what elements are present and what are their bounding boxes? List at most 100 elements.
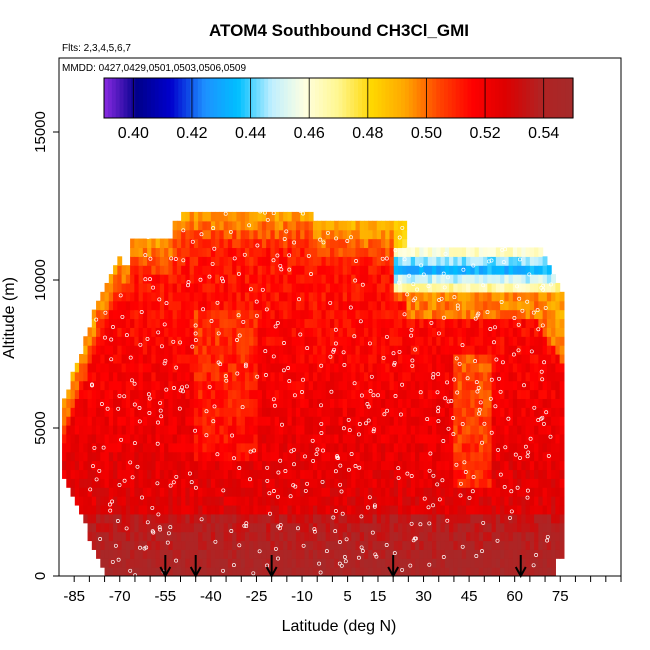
heat-cell (457, 300, 463, 311)
heat-cell (244, 336, 250, 346)
heat-cell (427, 531, 433, 542)
heat-cell (512, 504, 518, 515)
heat-cell (168, 451, 174, 462)
heat-cell (364, 309, 369, 320)
heat-cell (198, 451, 203, 462)
heat-cell (189, 282, 195, 293)
heat-cell (232, 220, 238, 231)
heat-cell (147, 309, 152, 320)
heat-cell (62, 451, 67, 462)
heat-cell (474, 540, 480, 550)
heat-cell (372, 522, 378, 533)
heat-cell (134, 433, 140, 444)
heat-cell (483, 327, 488, 337)
heat-cell (402, 513, 408, 524)
heat-cell (278, 513, 284, 524)
heat-cell (415, 451, 420, 462)
heat-cell (117, 460, 123, 471)
heat-cell (368, 229, 374, 240)
heat-cell (240, 371, 246, 382)
heat-cell (444, 478, 450, 488)
heat-cell (385, 282, 391, 293)
heat-cell (147, 238, 152, 249)
heat-cell (300, 478, 306, 488)
heat-cell (266, 398, 272, 408)
heat-cell (415, 567, 420, 576)
sample-point (373, 552, 378, 557)
heat-cell (83, 496, 89, 506)
heat-cell (351, 451, 357, 462)
heat-cell (181, 425, 186, 435)
heat-cell (385, 522, 391, 533)
heat-cell (517, 371, 522, 382)
heat-cell (155, 460, 161, 471)
heat-cell (466, 504, 471, 515)
heat-cell (432, 496, 437, 506)
heat-cell (376, 549, 382, 559)
heat-cell (108, 282, 114, 293)
heat-cell (79, 380, 84, 391)
heat-cell (176, 478, 182, 488)
heat-cell (529, 540, 535, 550)
heat-cell (223, 220, 229, 231)
heat-cell (338, 487, 344, 497)
heat-cell (304, 522, 310, 533)
heat-cell (334, 282, 340, 293)
heat-cell (308, 425, 314, 435)
heat-cell (147, 327, 152, 337)
heat-cell (529, 496, 535, 506)
heat-cell (542, 549, 548, 559)
heat-cell (278, 478, 284, 488)
heat-cell (198, 558, 203, 568)
heat-cell (351, 362, 357, 373)
heat-cell (147, 540, 152, 550)
sample-point (352, 334, 357, 339)
heat-cell (321, 318, 327, 328)
heat-cell (453, 247, 459, 257)
heat-cell (244, 407, 250, 417)
sample-point (359, 514, 364, 519)
heat-cell (236, 460, 242, 471)
heat-cell (151, 318, 157, 328)
heat-cell (266, 416, 272, 426)
heat-cell (274, 531, 280, 542)
heat-cell (487, 567, 493, 576)
heat-cell (512, 549, 518, 559)
heat-cell (232, 513, 238, 524)
heat-cell (551, 407, 556, 417)
heat-cell (342, 309, 348, 320)
sample-point (310, 438, 315, 443)
heat-cell (525, 442, 531, 453)
heat-cell (181, 451, 186, 462)
heat-cell (308, 318, 314, 328)
heat-cell (193, 345, 199, 355)
heat-cell (100, 327, 106, 337)
heat-cell (113, 345, 118, 355)
heat-cell (466, 407, 471, 417)
heat-cell (508, 380, 514, 391)
heat-cell (232, 407, 238, 417)
sample-point (374, 554, 379, 559)
heat-cell (312, 309, 318, 320)
heat-cell (181, 531, 186, 542)
heat-cell (142, 354, 148, 364)
heat-cell (512, 291, 518, 302)
colorbar-swatch (201, 78, 207, 118)
sample-point (346, 417, 351, 422)
heat-cell (423, 398, 429, 408)
heat-cell (529, 469, 535, 479)
heat-cell (295, 336, 301, 346)
heat-cell (240, 558, 246, 568)
heat-cell (70, 433, 76, 444)
sample-point (224, 378, 229, 383)
heat-cell (215, 460, 220, 471)
heat-cell (240, 211, 246, 222)
heat-cell (189, 380, 195, 391)
heat-cell (449, 433, 454, 444)
heat-cell (432, 380, 437, 391)
heat-cell (355, 513, 361, 524)
heat-cell (440, 433, 446, 444)
heat-cell (287, 282, 293, 293)
heat-cell (181, 389, 186, 399)
heat-cell (70, 460, 76, 471)
